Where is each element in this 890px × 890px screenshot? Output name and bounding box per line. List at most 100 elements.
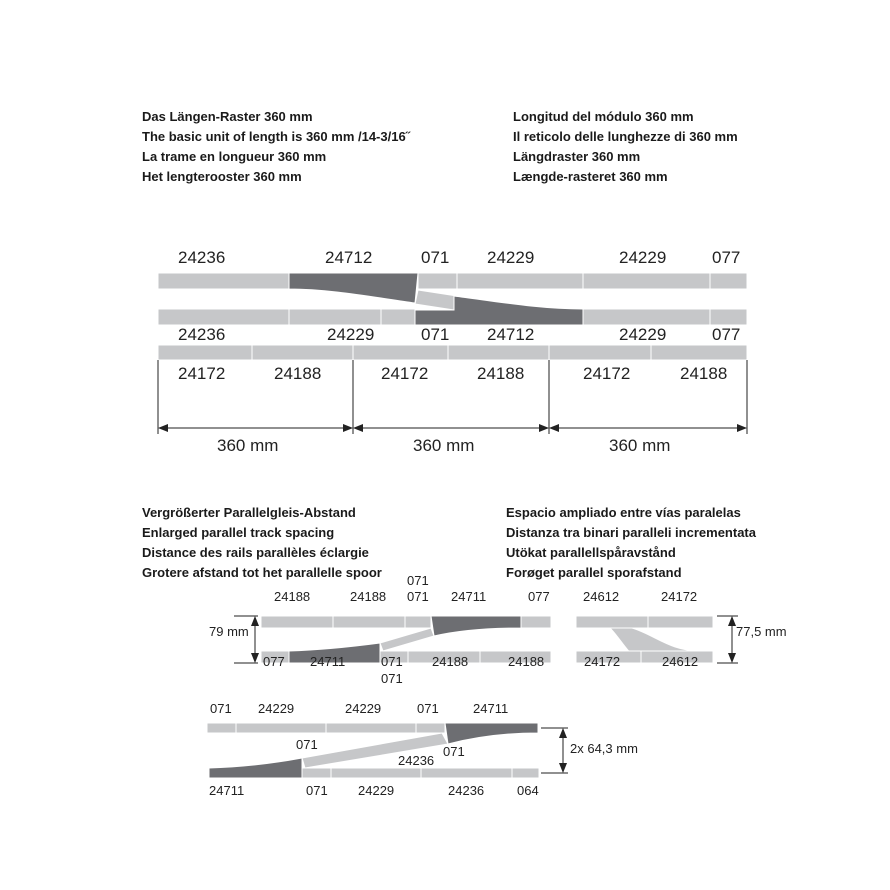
- track-piece: [157, 308, 290, 326]
- track-piece: [709, 272, 748, 290]
- track-label: 071: [306, 783, 328, 798]
- track-label: 24236: [448, 783, 484, 798]
- heading-mid-left: Vergrößerter Parallelgleis-Abstand Enlar…: [142, 505, 382, 580]
- track-label: 24172: [381, 364, 428, 383]
- diagonal-track-piece: [301, 732, 449, 769]
- turnout-piece: [208, 757, 303, 779]
- track-label: 24188: [477, 364, 524, 383]
- track-label: 24188: [432, 654, 468, 669]
- heading-line: Längdraster 360 mm: [513, 149, 640, 164]
- grid-tracks: [157, 272, 748, 434]
- track-label: 24229: [358, 783, 394, 798]
- track-label: 24612: [662, 654, 698, 669]
- track-label: 24188: [274, 589, 310, 604]
- track-label: 24712: [325, 248, 372, 267]
- track-label: 24172: [584, 654, 620, 669]
- grid-labels: 24236 24712 071 24229 24229 077 24236 24…: [178, 248, 740, 455]
- turnout-piece: [414, 295, 584, 326]
- heading-line: Het lengterooster 360 mm: [142, 169, 302, 184]
- track-label: 24172: [178, 364, 225, 383]
- heading-mid-right: Espacio ampliado entre vías paralelas Di…: [506, 505, 757, 580]
- track-label: 24229: [487, 248, 534, 267]
- track-label: 071: [381, 654, 403, 669]
- track-piece: [456, 272, 584, 290]
- track-piece: [288, 308, 382, 326]
- track-label: 071: [417, 701, 439, 716]
- track-label: 071: [381, 671, 403, 686]
- dimension-label: 79 mm: [209, 624, 249, 639]
- track-label: 24172: [583, 364, 630, 383]
- dimension-label: 2x 64,3 mm: [570, 741, 638, 756]
- track-label: 24711: [209, 783, 244, 798]
- track-piece: [650, 344, 748, 361]
- heading-top-right: Longitud del módulo 360 mm Il reticolo d…: [513, 109, 738, 184]
- heading-line: Længde-rasteret 360 mm: [513, 169, 668, 184]
- track-label: 24229: [258, 701, 294, 716]
- heading-line: The basic unit of length is 360 mm /14-3…: [142, 129, 411, 144]
- track-label: 071: [443, 744, 465, 759]
- spacing-79-labels: 24188 24188 071 071 24711 077 077 24711 …: [209, 573, 550, 686]
- track-label: 071: [210, 701, 232, 716]
- heading-top-left: Das Längen-Raster 360 mm The basic unit …: [142, 109, 411, 184]
- track-piece: [447, 344, 550, 361]
- track-piece: [709, 308, 748, 326]
- track-piece: [352, 344, 449, 361]
- heading-line: Espacio ampliado entre vías paralelas: [506, 505, 741, 520]
- track-piece: [582, 272, 711, 290]
- track-label: 24188: [680, 364, 727, 383]
- heading-line: Utökat parallellspåravstånd: [506, 545, 676, 560]
- heading-line: Enlarged parallel track spacing: [142, 525, 334, 540]
- spacing-775-tracks: [575, 615, 738, 664]
- track-label: 064: [517, 783, 539, 798]
- track-label: 24229: [345, 701, 381, 716]
- track-label: 24236: [178, 248, 225, 267]
- turnout-piece: [444, 722, 539, 745]
- spacing-775-labels: 24612 24172 24172 24612 77,5 mm: [583, 589, 787, 669]
- crossover-piece: [414, 289, 458, 311]
- dimension-label: 360 mm: [609, 436, 670, 455]
- track-label: 24229: [327, 325, 374, 344]
- heading-line: Forøget parallel sporafstand: [506, 565, 682, 580]
- track-label: 24711: [451, 589, 486, 604]
- track-label: 24711: [310, 654, 345, 669]
- turnout-piece: [288, 272, 419, 304]
- track-piece: [157, 272, 290, 290]
- dimension-label: 360 mm: [413, 436, 474, 455]
- track-label: 24229: [619, 325, 666, 344]
- track-piece: [417, 272, 458, 290]
- heading-line: Vergrößerter Parallelgleis-Abstand: [142, 505, 356, 520]
- track-label: 24711: [473, 701, 508, 716]
- track-label: 24236: [178, 325, 225, 344]
- track-label: 077: [263, 654, 285, 669]
- track-label: 24188: [508, 654, 544, 669]
- track-label: 071: [407, 573, 429, 588]
- track-label: 071: [407, 589, 429, 604]
- heading-line: Grotere afstand tot het parallelle spoor: [142, 565, 382, 580]
- spacing-643-tracks: [206, 722, 568, 779]
- track-piece: [548, 344, 652, 361]
- turnout-piece: [430, 615, 522, 637]
- track-label: 24712: [487, 325, 534, 344]
- track-label: 077: [712, 248, 740, 267]
- heading-line: Distance des rails parallèles éclargie: [142, 545, 369, 560]
- spacing-79-tracks: [234, 615, 552, 664]
- track-label: 24188: [274, 364, 321, 383]
- track-label: 071: [296, 737, 318, 752]
- track-piece: [582, 308, 711, 326]
- heading-line: Longitud del módulo 360 mm: [513, 109, 694, 124]
- crossover-piece: [379, 627, 435, 652]
- track-label: 071: [421, 325, 449, 344]
- track-piece: [251, 344, 354, 361]
- track-label: 24229: [619, 248, 666, 267]
- spacing-643-labels: 071 24229 24229 071 24711 071 24236 071 …: [209, 701, 638, 798]
- track-label: 24172: [661, 589, 697, 604]
- heading-line: La trame en longueur 360 mm: [142, 149, 326, 164]
- heading-line: Distanza tra binari paralleli incrementa…: [506, 525, 757, 540]
- heading-line: Das Längen-Raster 360 mm: [142, 109, 313, 124]
- track-label: 071: [421, 248, 449, 267]
- track-piece: [157, 344, 253, 361]
- track-label: 077: [712, 325, 740, 344]
- track-label: 24236: [398, 753, 434, 768]
